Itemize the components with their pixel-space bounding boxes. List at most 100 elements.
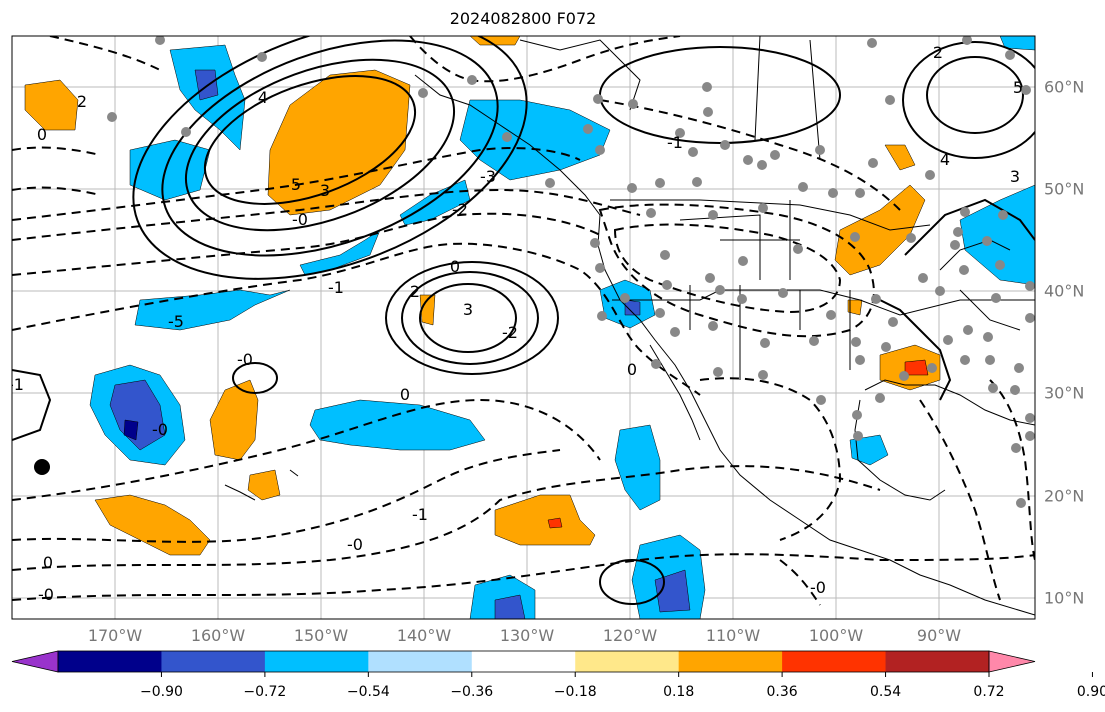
colorbar-segment <box>471 651 576 672</box>
positive-area <box>24 79 79 131</box>
negative-area <box>134 289 291 331</box>
latitude-label: 20°N <box>1044 486 1085 506</box>
colorbar-segment <box>264 651 369 672</box>
contour-label: 0 <box>627 360 637 379</box>
colorbar-tick-label: −0.54 <box>346 684 390 700</box>
contour-label: 3 <box>463 300 473 319</box>
latitude-label: 60°N <box>1044 77 1085 97</box>
latitude-label: 10°N <box>1044 588 1085 608</box>
longitude-label: 100°W <box>808 626 864 645</box>
longitude-label: 110°W <box>705 626 761 645</box>
station-markers <box>107 36 1035 508</box>
negative-area <box>849 434 889 466</box>
colorbar-frame <box>57 650 990 673</box>
black-marker <box>34 459 50 475</box>
negative-dark <box>624 299 641 316</box>
contour-label: -0 <box>152 420 168 439</box>
contour-label: 3 <box>320 181 330 200</box>
positive-area <box>94 494 211 556</box>
positive-max <box>547 517 563 529</box>
longitude-label: 150°W <box>293 626 349 645</box>
negative-dark <box>109 379 166 451</box>
contour-label: 4 <box>258 88 268 107</box>
positive-area <box>247 469 281 501</box>
colorbar-segment <box>885 651 990 672</box>
colorbar-segment <box>678 651 783 672</box>
contour-label: -1 <box>667 133 683 152</box>
colorbar-tick-label: 0.90 <box>1076 684 1105 700</box>
contours <box>12 36 1035 606</box>
contour-label: -0 <box>810 578 826 597</box>
colorbar-max-extension <box>988 650 1036 673</box>
positive-area <box>884 144 916 171</box>
longitude-label: 130°W <box>499 626 555 645</box>
latitude-label: 40°N <box>1044 281 1085 301</box>
negative-area <box>959 184 1035 286</box>
colorbar-tick-label: 0.72 <box>973 684 1005 700</box>
positive-area <box>834 184 926 276</box>
colorbar <box>11 650 1093 677</box>
colorbar-segment <box>58 651 162 672</box>
positive-area <box>494 494 596 546</box>
map-title: 2024082800 F072 <box>449 9 597 28</box>
negative-area <box>614 424 661 511</box>
colorbar-min-extension <box>11 650 59 673</box>
colorbar-segment <box>161 651 266 672</box>
contour-label: -1 <box>412 505 428 524</box>
colorbar-tick-label: −0.36 <box>450 684 494 700</box>
contour-labels: 2 0 5 4 3 -0 -2 -3 -1 -5 2 3 0 -0 -1 -2 -0 0 -1 -0 0 -0 5 2 3 4 0 -… <box>8 43 1023 604</box>
contour-label: 0 <box>37 125 47 144</box>
positive-area <box>847 299 863 316</box>
contour-label: 3 <box>1010 167 1020 186</box>
longitude-label: 160°W <box>190 626 246 645</box>
contour-label: 2 <box>410 282 420 301</box>
latitude-label: 50°N <box>1044 179 1085 199</box>
contour-label: 5 <box>1013 78 1023 97</box>
positive-area <box>267 69 411 216</box>
longitude-label: 120°W <box>602 626 658 645</box>
gridlines <box>12 36 1035 619</box>
latitude-label: 30°N <box>1044 383 1085 403</box>
contour-label: -1 <box>328 278 344 297</box>
contour-label: 0 <box>450 257 460 276</box>
contour-label: 0 <box>43 553 53 572</box>
colorbar-tick-label: −0.72 <box>243 684 287 700</box>
contour-label: -0 <box>292 210 308 229</box>
negative-area <box>129 139 211 201</box>
negative-dark <box>194 69 219 101</box>
negative-darkest <box>123 419 139 441</box>
colorbar-tick-label: −0.18 <box>553 684 597 700</box>
negative-dark <box>494 594 526 619</box>
contour-label: 5 <box>291 175 301 194</box>
colorbar-segment <box>368 651 473 672</box>
shaded-areas <box>24 36 1035 619</box>
contour-label: 0 <box>400 385 410 404</box>
positive-max <box>904 359 929 376</box>
contour-label: -0 <box>347 535 363 554</box>
colorbar-tick-label: 0.54 <box>869 684 902 700</box>
colorbar-tick-label: 0.36 <box>766 684 798 700</box>
contour-label: 4 <box>940 150 950 169</box>
contour-label: -0 <box>237 350 253 369</box>
negative-area <box>999 36 1035 51</box>
contour-label: -2 <box>452 200 468 219</box>
longitude-label: 170°W <box>87 626 143 645</box>
contour-label: -2 <box>502 323 518 342</box>
longitude-label: 90°W <box>916 626 962 645</box>
colorbar-segment <box>575 651 680 672</box>
map-frame <box>11 35 1036 620</box>
colorbar-tick-label: 0.18 <box>663 684 695 700</box>
negative-area <box>309 399 486 451</box>
contour-label: -0 <box>38 585 54 604</box>
contour-label: -1 <box>8 375 24 394</box>
positive-area <box>209 379 259 461</box>
contour-label: -3 <box>480 167 496 186</box>
positive-area <box>469 36 521 46</box>
contour-label: 2 <box>77 92 87 111</box>
coastlines <box>224 36 1035 616</box>
longitude-label: 140°W <box>396 626 452 645</box>
contour-label: -5 <box>168 312 184 331</box>
contour-label: 2 <box>933 43 943 62</box>
colorbar-segment <box>782 651 887 672</box>
